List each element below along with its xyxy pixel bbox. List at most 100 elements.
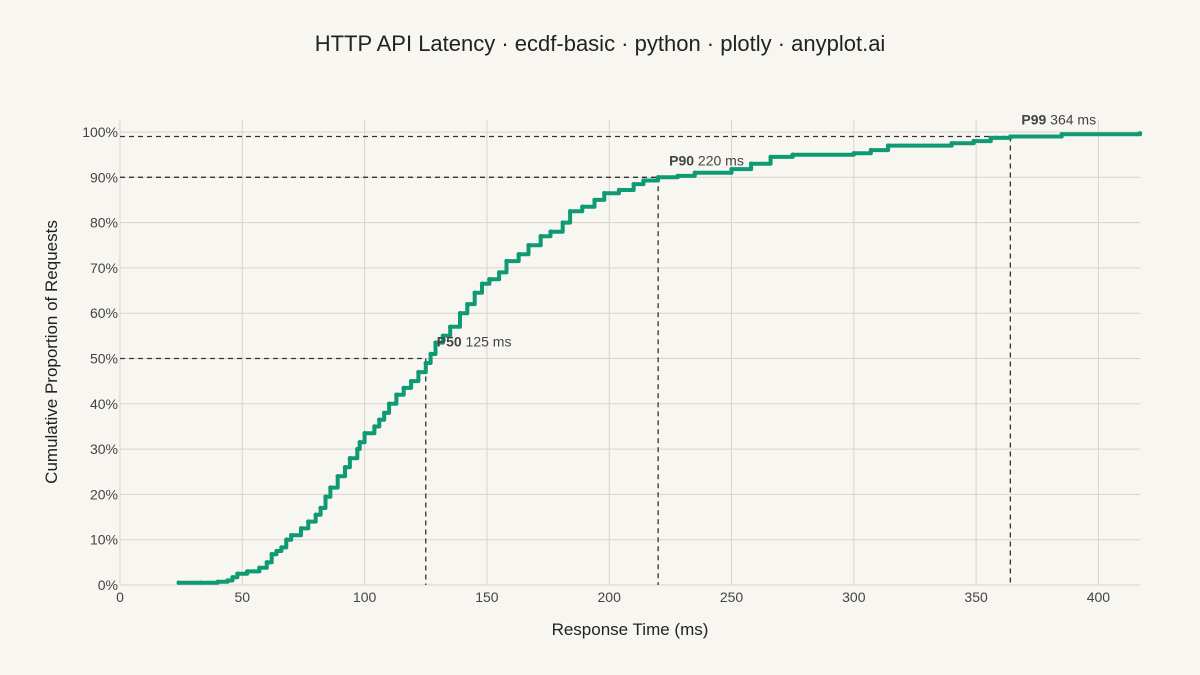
ecdf-point (790, 152, 795, 157)
ecdf-point (538, 233, 543, 239)
x-tick-label: 400 (1087, 589, 1111, 605)
ecdf-point (988, 135, 993, 141)
ecdf-point (729, 166, 734, 172)
ecdf-point (428, 351, 433, 357)
ecdf-point (318, 505, 323, 511)
ecdf-point (971, 138, 976, 144)
ecdf-point (306, 519, 311, 524)
x-tick-label: 50 (235, 589, 251, 605)
y-tick-label: 80% (90, 215, 118, 231)
ecdf-point (567, 209, 573, 214)
ecdf-point (225, 578, 230, 583)
ecdf-point (235, 571, 240, 576)
ecdf-point (328, 485, 333, 490)
ecdf-point (465, 301, 470, 307)
ecdf-point (868, 147, 874, 153)
x-tick-label: 150 (475, 589, 499, 605)
ecdf-point (323, 494, 328, 499)
ecdf-point (298, 526, 304, 531)
ecdf-point (616, 187, 622, 193)
y-tick-label: 60% (90, 305, 118, 321)
x-axis-ticks: 0 50 100 150 200 250 300 350 400 (116, 589, 1110, 605)
ecdf-point (851, 151, 857, 156)
ecdf-point (347, 455, 353, 461)
ecdf-point (487, 277, 492, 282)
ecdf-point (560, 220, 565, 225)
ecdf-point (548, 229, 553, 234)
ecdf-point (479, 281, 485, 286)
y-tick-label: 70% (90, 260, 118, 276)
ecdf-point (215, 579, 221, 585)
ecdf-point (176, 580, 181, 585)
y-tick-label: 0% (98, 577, 118, 593)
percentile-name: P50 (437, 334, 462, 350)
x-tick-label: 200 (598, 589, 622, 605)
y-tick-label: 50% (90, 351, 118, 367)
ecdf-point (472, 290, 477, 296)
ecdf-point (457, 311, 463, 316)
percentile-name: P99 (1021, 112, 1046, 128)
percentile-value: 125 ms (462, 334, 512, 350)
ecdf-point (394, 392, 399, 397)
y-axis-ticks: 0% 10% 20% 30% 40% 50% 60% 70% 80% 90% 100% (82, 124, 118, 593)
ecdf-point (496, 270, 502, 275)
percentile-annotation-p90: P90 220 ms (669, 152, 744, 168)
ecdf-point (433, 340, 438, 345)
ecdf-point (269, 551, 274, 557)
ecdf-point (448, 324, 453, 329)
ecdf-point (655, 175, 661, 180)
y-tick-label: 40% (90, 396, 118, 412)
ecdf-point (440, 333, 446, 339)
ecdf-point (1008, 134, 1013, 139)
ecdf-point (274, 548, 279, 554)
ecdf-point (748, 161, 754, 166)
ecdf-point (264, 560, 269, 565)
ecdf-point (372, 424, 377, 429)
ecdf-point (592, 197, 597, 203)
x-tick-label: 100 (353, 589, 377, 605)
y-tick-label: 10% (90, 532, 118, 548)
ecdf-point (230, 575, 235, 580)
percentile-value: 364 ms (1046, 112, 1096, 128)
chart-title: HTTP API Latency · ecdf-basic · python ·… (315, 31, 886, 56)
percentile-annotation-p99: P99 364 ms (1021, 112, 1096, 128)
ecdf-point (355, 446, 360, 452)
ecdf-point (692, 170, 698, 175)
x-tick-label: 250 (720, 589, 744, 605)
ecdf-point (377, 417, 382, 422)
ecdf-point (386, 401, 392, 406)
ecdf-point (244, 569, 250, 574)
ecdf-point (198, 580, 203, 585)
ecdf-point (381, 410, 387, 416)
ecdf-point (342, 465, 348, 470)
ecdf-point (949, 141, 954, 146)
percentile-annotation-p50: P50 125 ms (437, 334, 512, 350)
x-tick-label: 0 (116, 589, 124, 605)
ecdf-point (631, 181, 636, 187)
ecdf-point (416, 369, 421, 375)
ecdf-point (580, 204, 585, 209)
x-axis-title: Response Time (ms) (552, 620, 709, 639)
ecdf-point (526, 243, 531, 248)
ecdf-point (1059, 132, 1064, 137)
ecdf-point (408, 378, 414, 384)
ecdf-point (279, 545, 284, 550)
ecdf-point (423, 360, 428, 366)
percentile-value: 220 ms (694, 152, 744, 168)
ecdf-point (362, 431, 367, 436)
ecdf-point (401, 385, 406, 391)
ecdf-point (602, 190, 607, 196)
percentile-reference-lines (120, 135, 1012, 585)
ecdf-point (1137, 131, 1143, 136)
ecdf-point (313, 512, 318, 517)
y-tick-label: 100% (82, 124, 118, 140)
ecdf-point (284, 537, 289, 542)
y-tick-label: 30% (90, 441, 118, 457)
ecdf-point (335, 474, 340, 479)
ecdf-point (768, 154, 773, 160)
y-tick-label: 20% (90, 486, 118, 502)
percentile-name: P90 (669, 152, 694, 168)
ecdf-point (641, 178, 646, 183)
